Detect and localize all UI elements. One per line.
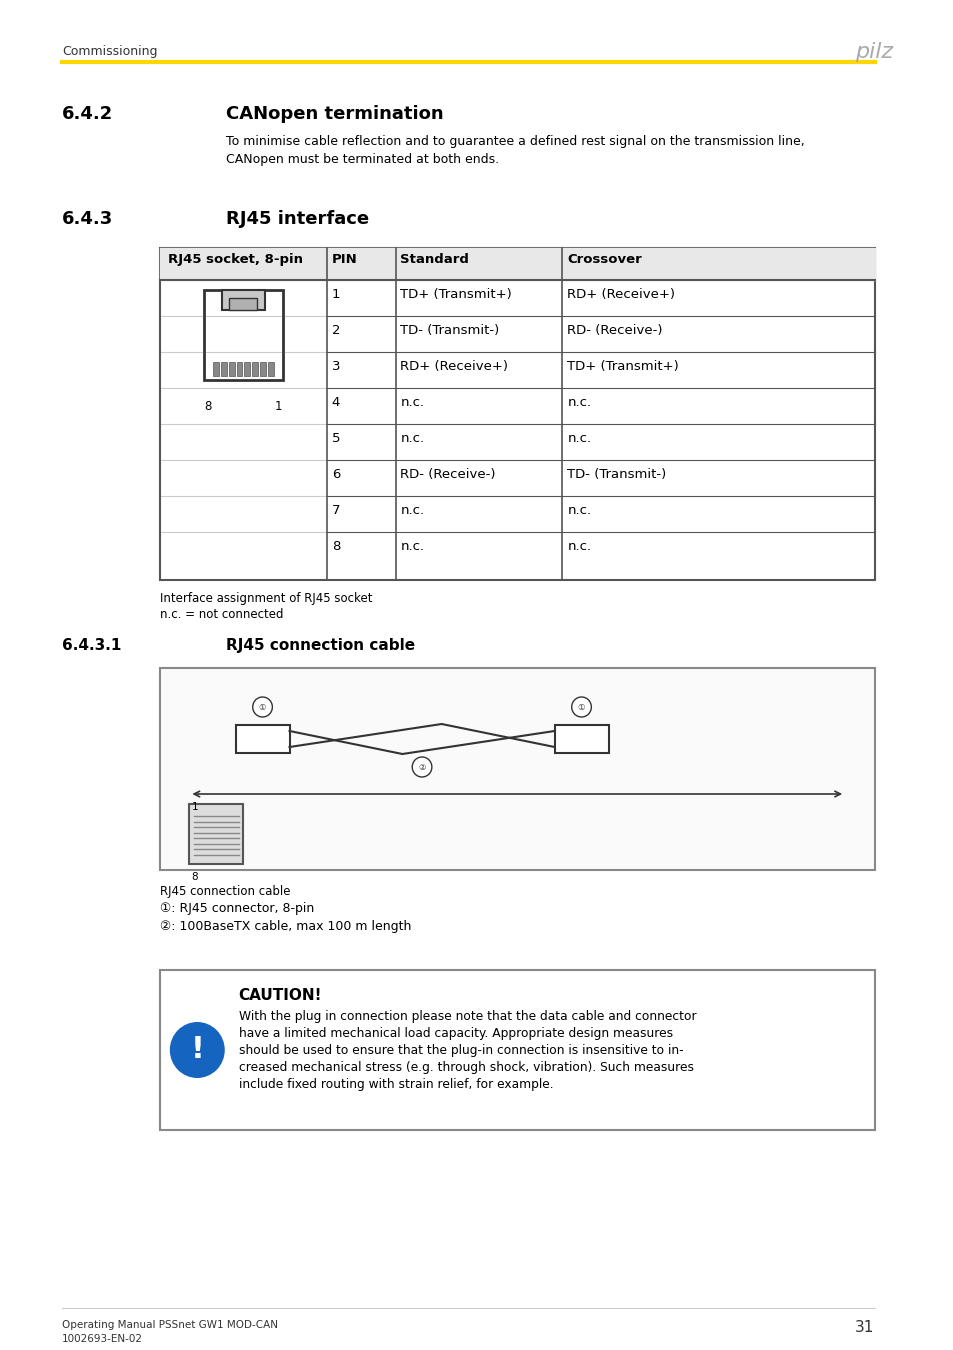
Text: 5: 5 xyxy=(332,432,340,446)
Text: n.c.: n.c. xyxy=(400,540,424,553)
Bar xyxy=(235,725,290,753)
Text: n.c.: n.c. xyxy=(400,504,424,517)
Bar xyxy=(244,362,250,377)
Text: creased mechanical stress (e.g. through shock, vibration). Such measures: creased mechanical stress (e.g. through … xyxy=(238,1061,693,1075)
Bar xyxy=(160,971,874,1130)
Bar xyxy=(220,362,227,377)
Bar xyxy=(222,290,265,310)
Text: n.c.: n.c. xyxy=(567,540,591,553)
Circle shape xyxy=(253,697,272,717)
Text: RD+ (Receive+): RD+ (Receive+) xyxy=(567,288,675,301)
Text: ②: 100BaseTX cable, max 100 m length: ②: 100BaseTX cable, max 100 m length xyxy=(160,919,411,933)
Text: RD- (Receive-): RD- (Receive-) xyxy=(400,468,496,481)
Text: TD- (Transmit-): TD- (Transmit-) xyxy=(400,324,499,338)
Text: TD+ (Transmit+): TD+ (Transmit+) xyxy=(567,360,679,373)
Text: 6: 6 xyxy=(332,468,340,481)
Text: 31: 31 xyxy=(854,1320,874,1335)
Text: CAUTION!: CAUTION! xyxy=(238,988,322,1003)
Text: pilz: pilz xyxy=(854,42,892,62)
Text: 2: 2 xyxy=(332,324,340,338)
Bar xyxy=(268,362,274,377)
Bar xyxy=(229,298,257,311)
Text: 1: 1 xyxy=(332,288,340,301)
Text: RJ45 interface: RJ45 interface xyxy=(226,211,369,228)
Text: RD+ (Receive+): RD+ (Receive+) xyxy=(400,360,508,373)
Text: RJ45 socket, 8-pin: RJ45 socket, 8-pin xyxy=(168,252,302,266)
Text: 1002693-EN-02: 1002693-EN-02 xyxy=(62,1334,143,1345)
Text: With the plug in connection please note that the data cable and connector: With the plug in connection please note … xyxy=(238,1010,696,1023)
Text: have a limited mechanical load capacity. Appropriate design measures: have a limited mechanical load capacity.… xyxy=(238,1027,672,1040)
Text: PIN: PIN xyxy=(332,252,357,266)
Bar xyxy=(160,668,874,869)
Text: 7: 7 xyxy=(332,504,340,517)
Bar xyxy=(204,290,282,379)
Text: TD+ (Transmit+): TD+ (Transmit+) xyxy=(400,288,512,301)
Text: 6.4.3.1: 6.4.3.1 xyxy=(62,639,121,653)
Bar xyxy=(160,248,874,279)
Text: n.c.: n.c. xyxy=(400,396,424,409)
Text: CANopen must be terminated at both ends.: CANopen must be terminated at both ends. xyxy=(226,153,498,166)
Bar xyxy=(229,362,234,377)
Text: n.c.: n.c. xyxy=(567,504,591,517)
Text: 6.4.3: 6.4.3 xyxy=(62,211,113,228)
Text: CANopen termination: CANopen termination xyxy=(226,105,443,123)
Text: Standard: Standard xyxy=(400,252,469,266)
Text: To minimise cable reflection and to guarantee a defined rest signal on the trans: To minimise cable reflection and to guar… xyxy=(226,135,803,148)
Text: !: ! xyxy=(191,1035,204,1065)
Text: 1: 1 xyxy=(192,802,198,811)
Text: should be used to ensure that the plug-in connection is insensitive to in-: should be used to ensure that the plug-i… xyxy=(238,1044,682,1057)
Bar xyxy=(252,362,258,377)
Text: RJ45 connection cable: RJ45 connection cable xyxy=(160,886,290,898)
Circle shape xyxy=(571,697,591,717)
Text: RD- (Receive-): RD- (Receive-) xyxy=(567,324,662,338)
Text: 8: 8 xyxy=(204,400,212,413)
Text: ①: ① xyxy=(258,702,266,711)
Bar xyxy=(260,362,266,377)
Text: TD- (Transmit-): TD- (Transmit-) xyxy=(567,468,666,481)
Text: 4: 4 xyxy=(332,396,340,409)
Text: 8: 8 xyxy=(192,872,198,882)
Text: Crossover: Crossover xyxy=(567,252,641,266)
Bar xyxy=(213,362,218,377)
Circle shape xyxy=(412,757,432,778)
Text: Commissioning: Commissioning xyxy=(62,46,157,58)
Text: ①: RJ45 connector, 8-pin: ①: RJ45 connector, 8-pin xyxy=(160,902,314,915)
Bar xyxy=(554,725,608,753)
Text: ①: ① xyxy=(578,702,585,711)
Text: n.c. = not connected: n.c. = not connected xyxy=(160,608,283,621)
Text: 3: 3 xyxy=(332,360,340,373)
Bar xyxy=(190,805,243,864)
Text: RJ45 connection cable: RJ45 connection cable xyxy=(226,639,415,653)
Text: n.c.: n.c. xyxy=(567,432,591,446)
Text: Interface assignment of RJ45 socket: Interface assignment of RJ45 socket xyxy=(160,593,372,605)
Bar xyxy=(236,362,242,377)
Text: Operating Manual PSSnet GW1 MOD-CAN: Operating Manual PSSnet GW1 MOD-CAN xyxy=(62,1320,277,1330)
Text: ②: ② xyxy=(417,763,425,771)
Text: 8: 8 xyxy=(332,540,340,553)
Circle shape xyxy=(170,1022,225,1079)
Text: n.c.: n.c. xyxy=(400,432,424,446)
Text: 1: 1 xyxy=(274,400,282,413)
Text: include fixed routing with strain relief, for example.: include fixed routing with strain relief… xyxy=(238,1079,553,1091)
Text: 6.4.2: 6.4.2 xyxy=(62,105,113,123)
Text: n.c.: n.c. xyxy=(567,396,591,409)
